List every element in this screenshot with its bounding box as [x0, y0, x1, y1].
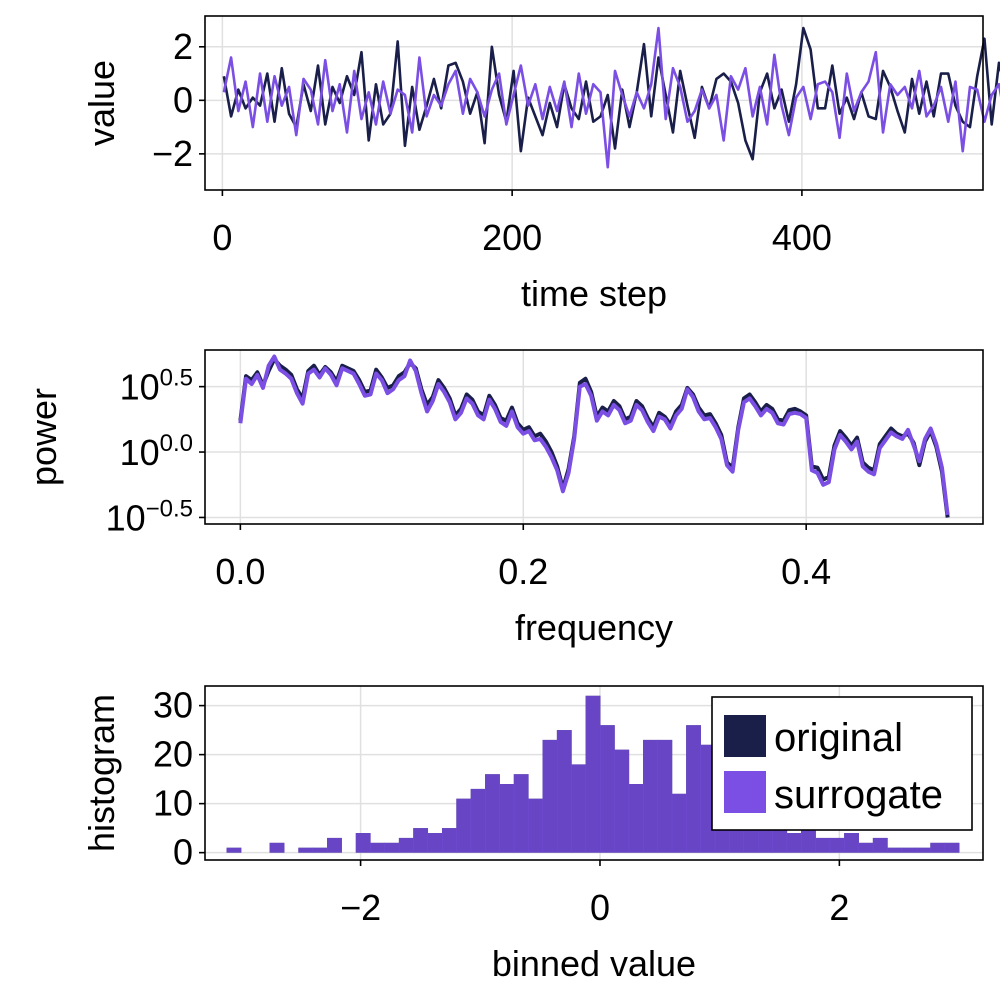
histogram-bar-surrogate — [456, 798, 472, 853]
histogram-bar-surrogate — [413, 828, 429, 853]
histogram-bar-surrogate — [628, 784, 644, 853]
histogram-bar-surrogate — [944, 842, 960, 853]
histogram-bar-surrogate — [384, 842, 400, 853]
power-lines — [238, 354, 950, 518]
power-y-tick-exponent: 0.0 — [160, 430, 193, 457]
power-y-label: power — [23, 388, 64, 486]
histogram-bar-surrogate — [355, 833, 371, 853]
power-y-tick-exponent: −0.5 — [146, 495, 193, 522]
time-series-x-ticks: 0 200 400 — [212, 190, 832, 258]
histogram-x-ticks: −2 0 2 — [340, 860, 849, 928]
power-x-ticks: 0.0 0.2 0.4 — [215, 524, 831, 592]
histogram-bar-surrogate — [226, 847, 242, 853]
histogram-bar-surrogate — [686, 725, 701, 853]
histogram-x-tick-label: 0 — [590, 887, 610, 928]
power-y-tick-label: 100.0 — [120, 430, 193, 473]
panel-time-series: 0 200 400 −2 0 2 time step value — [81, 15, 1000, 314]
spectrum-line-surrogate — [238, 354, 950, 516]
histogram-bar-surrogate — [858, 842, 874, 853]
histogram-bar-surrogate — [556, 730, 572, 853]
histogram-y-tick-label: 0 — [173, 832, 193, 873]
histogram-bar-surrogate — [571, 764, 587, 853]
histogram-bar-surrogate — [671, 793, 687, 853]
panel-histogram: −2 0 2 0 10 20 30 binned value histogram orig… — [81, 685, 984, 984]
legend-swatch-original — [724, 715, 766, 757]
histogram-bar-surrogate — [657, 739, 673, 853]
histogram-y-ticks: 0 10 20 30 — [153, 685, 205, 873]
histogram-bar-surrogate — [485, 774, 500, 853]
histogram-bar-surrogate — [614, 749, 630, 853]
histogram-bar-surrogate — [815, 837, 831, 853]
histogram-bar-surrogate — [499, 784, 515, 853]
power-y-tick-base: 10 — [106, 497, 146, 538]
histogram-bar-surrogate — [901, 847, 917, 853]
series-line-surrogate — [222, 26, 1000, 169]
histogram-y-tick-label: 30 — [153, 685, 193, 726]
histogram-y-tick-label: 20 — [153, 734, 193, 775]
histogram-bar-surrogate — [801, 828, 816, 853]
power-x-tick-label: 0.0 — [215, 551, 265, 592]
time-series-y-label: value — [81, 60, 122, 146]
time-series-x-tick-label: 400 — [772, 217, 832, 258]
histogram-bar-surrogate — [872, 837, 888, 853]
power-frame — [204, 349, 984, 525]
time-series-y-ticks: −2 0 2 — [152, 26, 205, 174]
time-series-x-tick-label: 200 — [482, 217, 542, 258]
power-x-tick-label: 0.2 — [498, 551, 548, 592]
histogram-bar-surrogate — [427, 833, 443, 853]
histogram-bar-surrogate — [786, 833, 802, 853]
histogram-bar-surrogate — [398, 837, 414, 853]
histogram-bar-surrogate — [470, 788, 486, 853]
histogram-y-tick-label: 10 — [153, 783, 193, 824]
time-series-y-tick-label: 2 — [173, 26, 193, 67]
time-series-x-tick-label: 0 — [212, 217, 232, 258]
histogram-bar-surrogate — [542, 739, 558, 853]
histogram-bar-surrogate — [585, 695, 601, 853]
legend-label-surrogate: surrogate — [774, 773, 943, 817]
histogram-bar-surrogate — [930, 842, 946, 853]
power-x-label: frequency — [515, 607, 673, 648]
histogram-x-label: binned value — [492, 943, 696, 984]
time-series-frame — [204, 15, 984, 191]
power-y-tick-exponent: 0.5 — [160, 365, 193, 392]
histogram-bar-surrogate — [643, 739, 658, 853]
histogram-bar-surrogate — [441, 828, 457, 853]
power-y-tick-base: 10 — [120, 432, 160, 473]
histogram-bar-surrogate — [528, 798, 543, 853]
histogram-bar-surrogate — [269, 842, 285, 853]
power-y-tick-label: 100.5 — [120, 365, 193, 408]
histogram-x-tick-label: 2 — [829, 887, 849, 928]
histogram-bar-surrogate — [599, 725, 615, 853]
histogram-bar-surrogate — [844, 833, 859, 853]
histogram-bar-surrogate — [370, 842, 385, 853]
histogram-bar-surrogate — [298, 847, 314, 853]
histogram-frame — [204, 685, 984, 861]
time-series-y-tick-label: −2 — [152, 133, 193, 174]
time-series-lines — [222, 26, 1000, 169]
histogram-y-label: histogram — [81, 694, 122, 852]
series-line-original — [222, 26, 1000, 161]
histogram-bar-surrogate — [887, 847, 903, 853]
power-y-tick-base: 10 — [120, 367, 160, 408]
time-series-x-label: time step — [521, 273, 667, 314]
histogram-bar-surrogate — [829, 837, 845, 853]
histogram-bar-surrogate — [312, 847, 328, 853]
histogram-bar-surrogate — [915, 847, 931, 853]
histogram-bar-surrogate — [772, 828, 788, 853]
time-series-y-tick-label: 0 — [173, 79, 193, 120]
power-grid — [205, 350, 983, 524]
legend-label-original: original — [774, 716, 903, 760]
histogram-bar-surrogate — [327, 837, 342, 853]
histogram-x-tick-label: −2 — [340, 887, 381, 928]
legend-swatch-surrogate — [724, 771, 766, 813]
legend: original surrogate — [711, 696, 973, 831]
power-y-tick-label: 10−0.5 — [106, 495, 193, 538]
power-x-tick-label: 0.4 — [781, 551, 831, 592]
histogram-bar-surrogate — [513, 774, 529, 853]
